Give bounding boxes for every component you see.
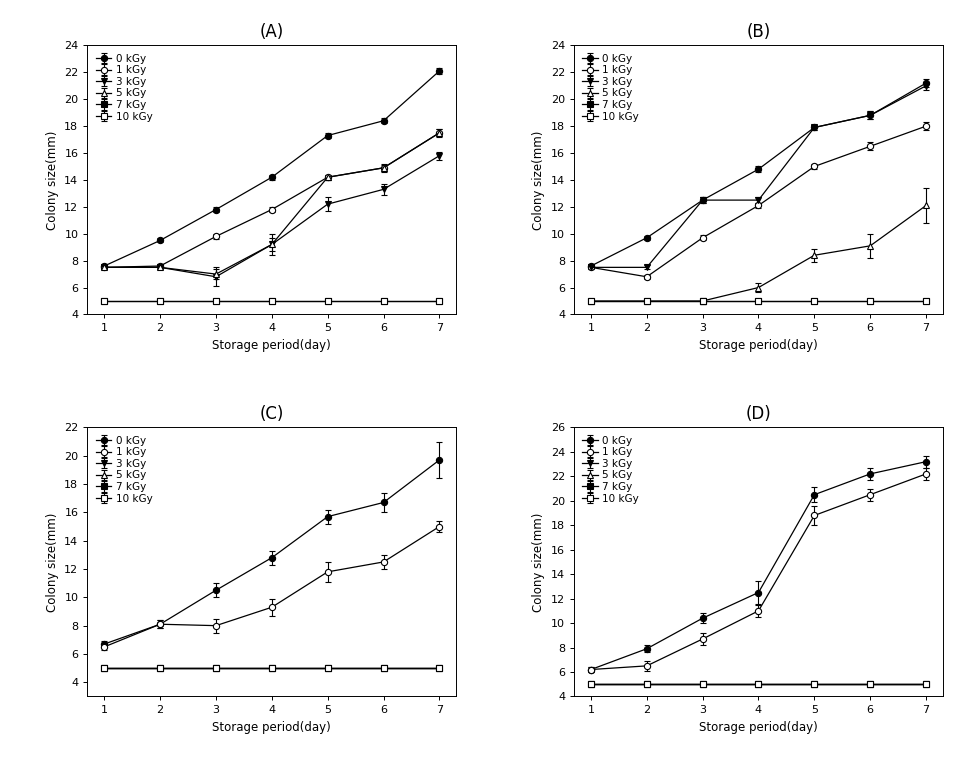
Y-axis label: Colony size(mm): Colony size(mm) bbox=[46, 512, 58, 612]
X-axis label: Storage period(day): Storage period(day) bbox=[213, 339, 331, 352]
X-axis label: Storage period(day): Storage period(day) bbox=[213, 721, 331, 734]
Y-axis label: Colony size(mm): Colony size(mm) bbox=[533, 130, 545, 229]
Title: (B): (B) bbox=[746, 23, 771, 41]
Legend: 0 kGy, 1 kGy, 3 kGy, 5 kGy, 7 kGy, 10 kGy: 0 kGy, 1 kGy, 3 kGy, 5 kGy, 7 kGy, 10 kG… bbox=[579, 433, 642, 506]
Y-axis label: Colony size(mm): Colony size(mm) bbox=[533, 512, 545, 612]
Y-axis label: Colony size(mm): Colony size(mm) bbox=[46, 130, 58, 229]
Title: (A): (A) bbox=[260, 23, 284, 41]
X-axis label: Storage period(day): Storage period(day) bbox=[699, 721, 817, 734]
Legend: 0 kGy, 1 kGy, 3 kGy, 5 kGy, 7 kGy, 10 kGy: 0 kGy, 1 kGy, 3 kGy, 5 kGy, 7 kGy, 10 kG… bbox=[579, 51, 642, 125]
X-axis label: Storage period(day): Storage period(day) bbox=[699, 339, 817, 352]
Title: (C): (C) bbox=[260, 405, 284, 423]
Title: (D): (D) bbox=[746, 405, 772, 423]
Legend: 0 kGy, 1 kGy, 3 kGy, 5 kGy, 7 kGy, 10 kGy: 0 kGy, 1 kGy, 3 kGy, 5 kGy, 7 kGy, 10 kG… bbox=[92, 433, 156, 506]
Legend: 0 kGy, 1 kGy, 3 kGy, 5 kGy, 7 kGy, 10 kGy: 0 kGy, 1 kGy, 3 kGy, 5 kGy, 7 kGy, 10 kG… bbox=[92, 51, 156, 125]
